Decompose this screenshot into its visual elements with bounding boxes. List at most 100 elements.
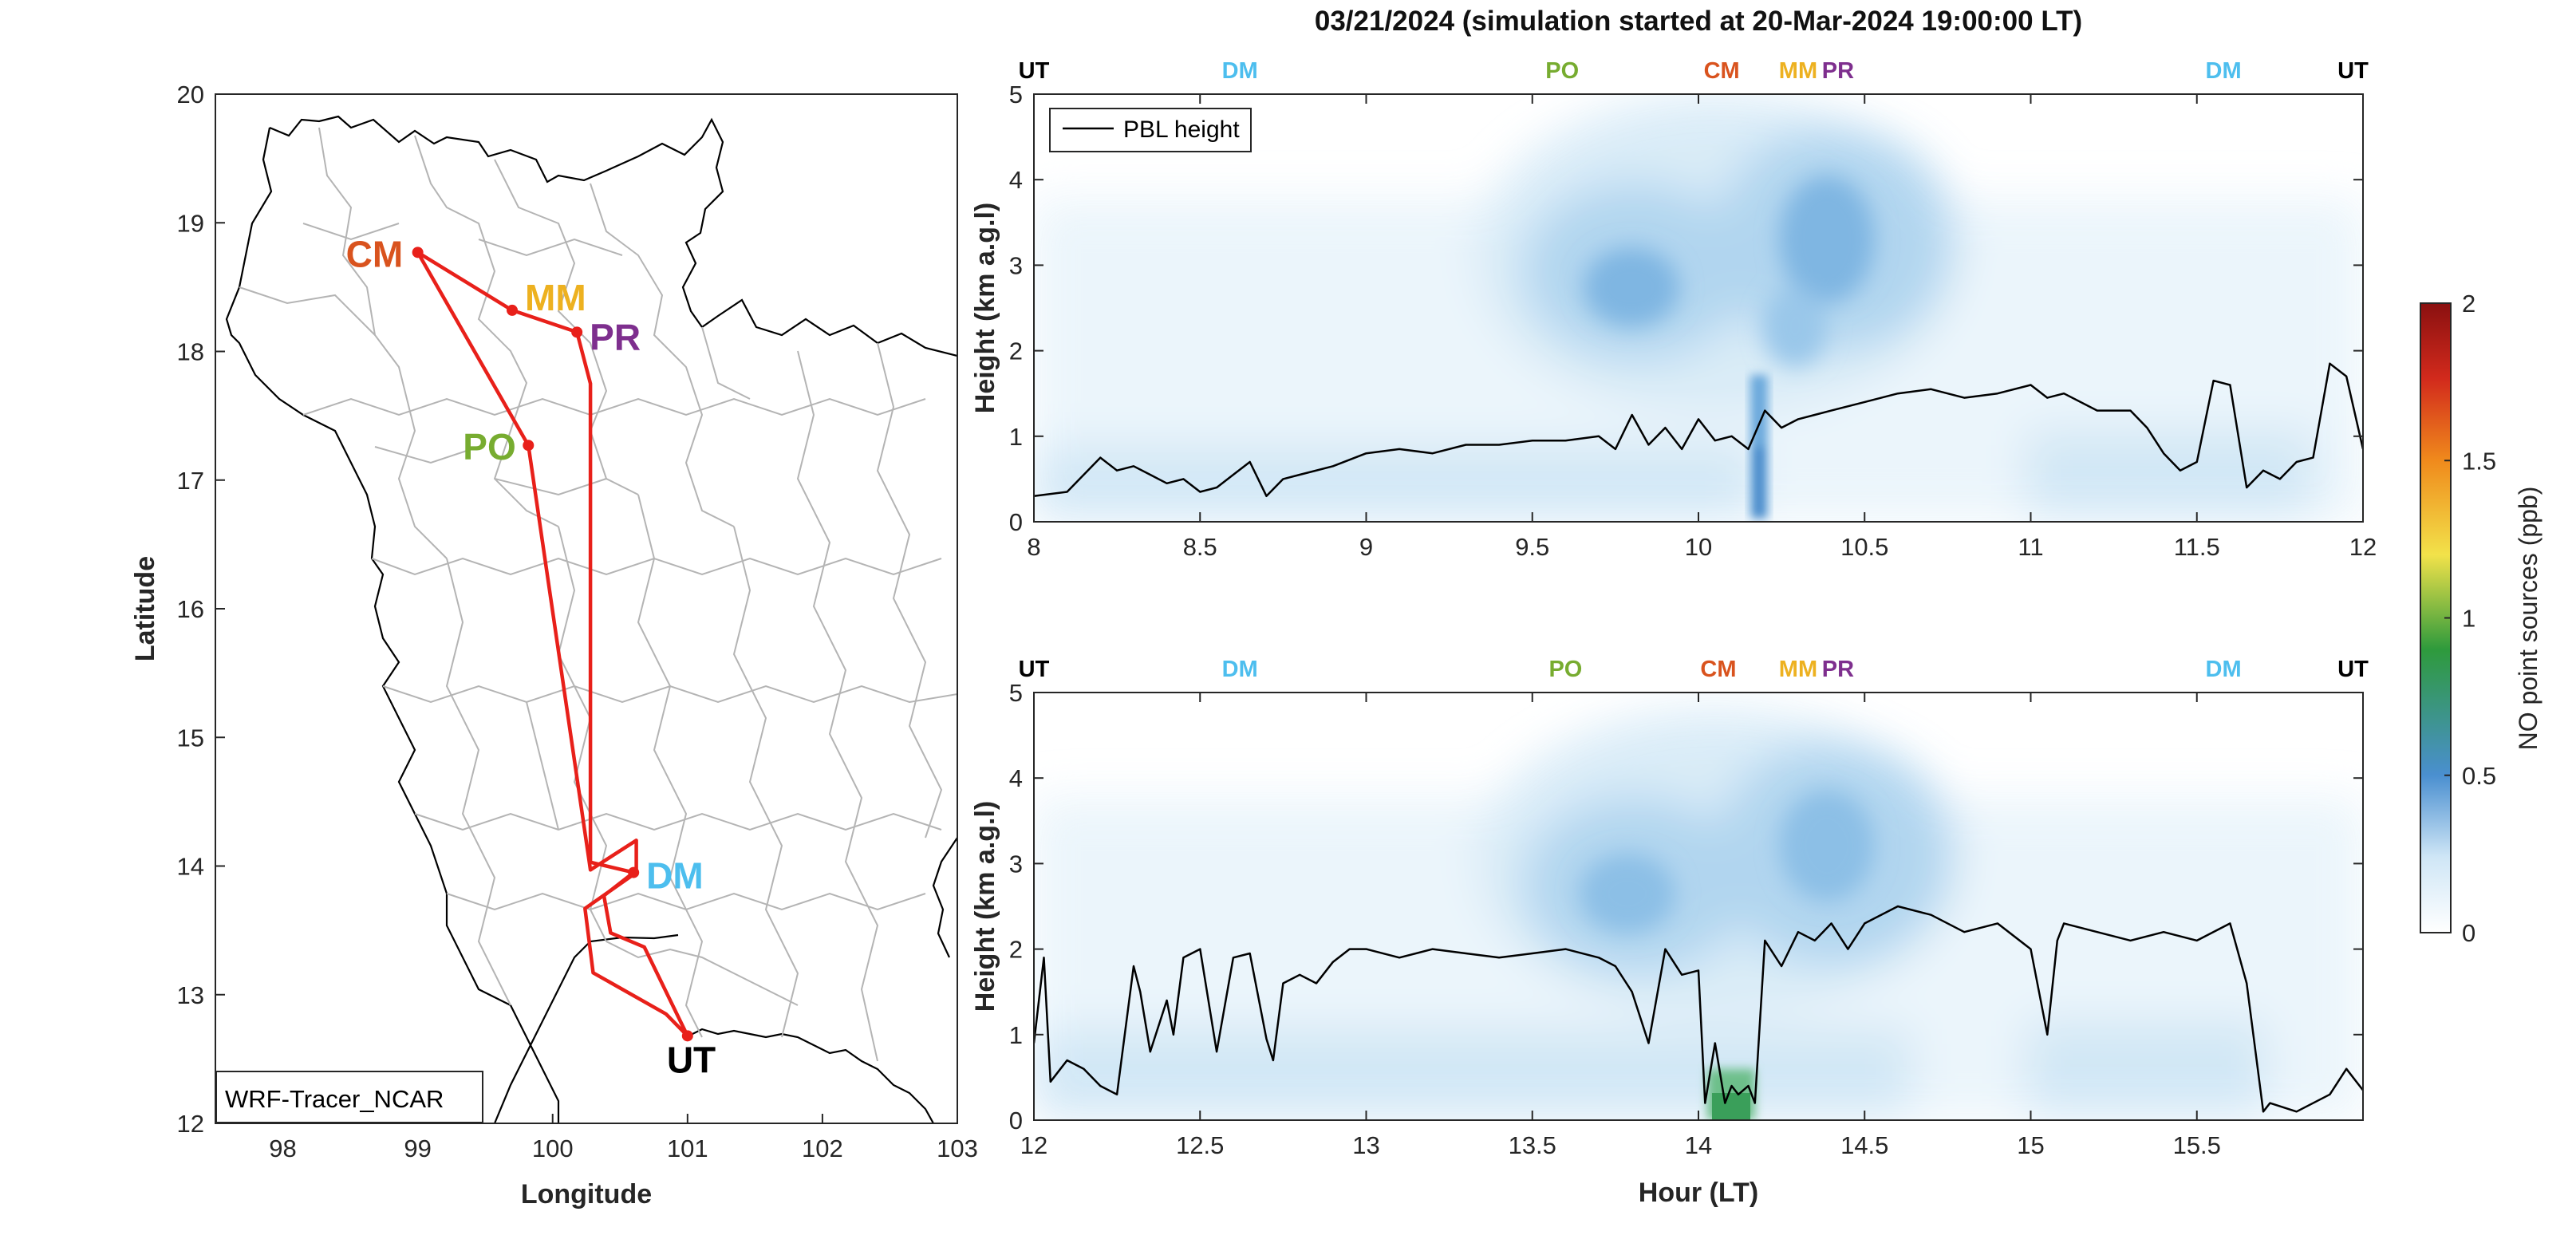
map-xlabel: Longitude bbox=[521, 1179, 652, 1210]
stop-marker bbox=[412, 247, 424, 258]
xtick-label: 14 bbox=[1685, 1131, 1712, 1159]
stop-marker bbox=[681, 1030, 693, 1042]
stop-marker bbox=[507, 304, 518, 316]
stop-label: PR bbox=[590, 316, 641, 357]
station-label: CM bbox=[1700, 657, 1736, 682]
ytick-label: 4 bbox=[1009, 764, 1023, 792]
model-label-box: WRF-Tracer_NCAR bbox=[215, 1071, 483, 1123]
xtick-label: 9.5 bbox=[1515, 533, 1549, 561]
map-xtick-label: 100 bbox=[532, 1135, 574, 1162]
station-label: PO bbox=[1545, 58, 1579, 84]
stop-label: CM bbox=[346, 233, 404, 274]
xtick-label: 10.5 bbox=[1840, 533, 1888, 561]
map-route bbox=[416, 251, 690, 1038]
ytick-label: 5 bbox=[1009, 679, 1023, 707]
station-label: MM bbox=[1779, 58, 1817, 84]
map-xtick-label: 99 bbox=[404, 1135, 431, 1162]
stop-label: DM bbox=[646, 855, 704, 897]
colorbar-tick-label: 0 bbox=[2462, 919, 2475, 947]
bottom-heatmap-field bbox=[1034, 693, 2363, 1120]
station-label: MM bbox=[1779, 657, 1817, 682]
ytick-label: 1 bbox=[1009, 423, 1023, 451]
stop-marker bbox=[571, 326, 583, 338]
bottom-ylabel: Height (km a.g.l) bbox=[970, 801, 1000, 1012]
figure-title: 03/21/2024 (simulation started at 20-Mar… bbox=[1315, 6, 2082, 37]
map-xtick-label: 103 bbox=[937, 1135, 978, 1162]
map-xtick-label: 98 bbox=[269, 1135, 296, 1162]
map-ytick-label: 17 bbox=[177, 467, 204, 495]
colorbar-ticks: 0 0.5 1 1.5 2 bbox=[2444, 290, 2496, 947]
station-label: CM bbox=[1704, 58, 1740, 84]
xtick-label: 13 bbox=[1352, 1131, 1379, 1159]
map-ytick-label: 12 bbox=[177, 1110, 204, 1138]
xtick-label: 11.5 bbox=[2174, 533, 2220, 561]
model-label: WRF-Tracer_NCAR bbox=[225, 1085, 444, 1113]
route-line bbox=[416, 251, 690, 1038]
stop-marker bbox=[628, 866, 640, 878]
map-background bbox=[215, 94, 957, 1123]
colorbar: 0 0.5 1 1.5 2 NO point sources (ppb) bbox=[2420, 290, 2542, 947]
xtick-label: 12.5 bbox=[1176, 1131, 1224, 1159]
station-label: DM bbox=[2206, 58, 2242, 84]
station-label: PO bbox=[1548, 657, 1582, 682]
top-pbl-line bbox=[1034, 362, 2363, 498]
bottom-pbl-line bbox=[1034, 905, 2363, 1113]
top-ylabel: Height (km a.g.l) bbox=[970, 203, 1000, 413]
map-ylabel: Latitude bbox=[130, 556, 160, 661]
map-boundaries bbox=[225, 115, 957, 1123]
xtick-label: 11 bbox=[2018, 533, 2043, 561]
pbl-height-series bbox=[1034, 905, 2363, 1113]
station-label: UT bbox=[1019, 657, 1050, 682]
bottom-xlabel: Hour (LT) bbox=[1639, 1178, 1758, 1208]
xtick-label: 8.5 bbox=[1183, 533, 1217, 561]
station-label: UT bbox=[2337, 58, 2369, 84]
xtick-label: 14.5 bbox=[1840, 1131, 1888, 1159]
ytick-label: 3 bbox=[1009, 850, 1023, 878]
map-ytick-label: 19 bbox=[177, 209, 204, 237]
colorbar-tick-label: 1 bbox=[2462, 605, 2475, 633]
bottom-station-labels: UT DM PO CM MM PR DM UT bbox=[1019, 657, 2369, 682]
ytick-label: 1 bbox=[1009, 1021, 1023, 1049]
stop-label: MM bbox=[525, 277, 586, 318]
xtick-label: 9 bbox=[1359, 533, 1373, 561]
map-ytick-label: 20 bbox=[177, 81, 204, 109]
xtick-label: 12 bbox=[1020, 1131, 1047, 1159]
colorbar-tick-label: 0.5 bbox=[2462, 762, 2496, 790]
ytick-label: 3 bbox=[1009, 251, 1023, 279]
station-label: DM bbox=[1222, 657, 1258, 682]
stop-label: PO bbox=[463, 426, 515, 468]
ytick-label: 4 bbox=[1009, 166, 1023, 194]
colorbar-tick-label: 2 bbox=[2462, 290, 2475, 318]
xtick-label: 12 bbox=[2349, 533, 2377, 561]
map-ytick-label: 15 bbox=[177, 724, 204, 752]
xtick-label: 15.5 bbox=[2173, 1131, 2221, 1159]
map-ticks: 98 99 100 101 102 103 12 13 14 15 16 17 18 19 20 bbox=[177, 81, 978, 1162]
map-xtick-label: 102 bbox=[802, 1135, 843, 1162]
top-heatmap-field bbox=[1034, 94, 2363, 522]
station-label: UT bbox=[1019, 58, 1050, 84]
stop-label: UT bbox=[667, 1039, 716, 1080]
ytick-label: 0 bbox=[1009, 508, 1023, 536]
map-xtick-label: 101 bbox=[667, 1135, 708, 1162]
station-label: DM bbox=[1222, 58, 1258, 84]
map-ytick-label: 13 bbox=[177, 981, 204, 1009]
xtick-label: 10 bbox=[1685, 533, 1712, 561]
ytick-label: 2 bbox=[1009, 337, 1023, 365]
colorbar-label: NO point sources (ppb) bbox=[2514, 487, 2542, 751]
station-label: UT bbox=[2337, 657, 2369, 682]
stop-marker bbox=[523, 440, 535, 452]
station-label: DM bbox=[2206, 657, 2242, 682]
ytick-label: 0 bbox=[1009, 1107, 1023, 1135]
colorbar-tick-label: 1.5 bbox=[2462, 447, 2496, 475]
pbl-legend-label: PBL height bbox=[1123, 116, 1240, 143]
pbl-legend: PBL height bbox=[1049, 108, 1252, 152]
station-label: PR bbox=[1822, 58, 1854, 84]
map-ytick-label: 14 bbox=[177, 853, 204, 881]
pbl-height-series bbox=[1034, 362, 2363, 498]
